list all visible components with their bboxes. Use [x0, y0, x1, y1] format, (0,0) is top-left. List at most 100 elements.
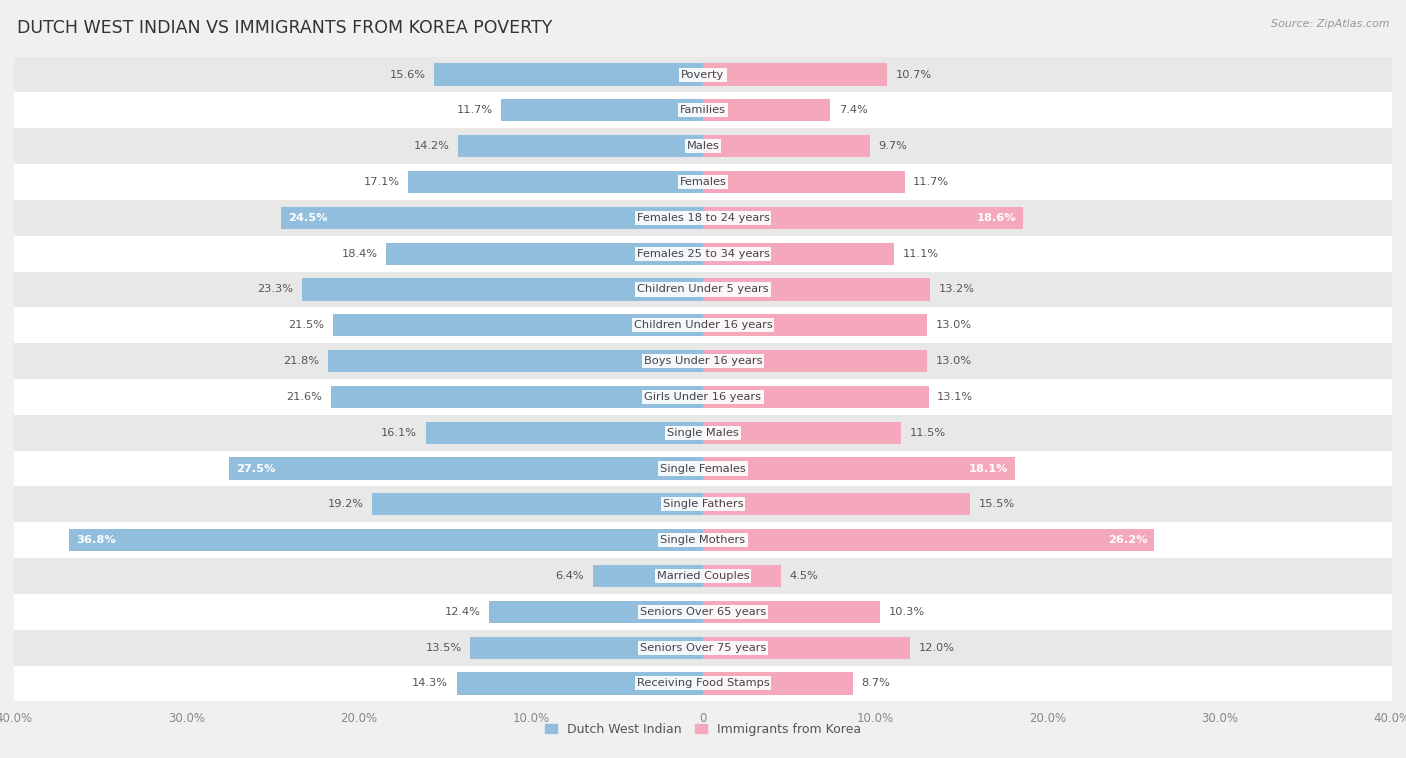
Text: 11.7%: 11.7% — [912, 177, 949, 187]
Text: 13.2%: 13.2% — [939, 284, 974, 294]
Text: 14.2%: 14.2% — [413, 141, 450, 151]
Bar — [281, 207, 703, 229]
Bar — [409, 171, 703, 193]
Text: 13.1%: 13.1% — [938, 392, 973, 402]
Text: 21.6%: 21.6% — [287, 392, 322, 402]
Bar — [502, 99, 703, 121]
Text: Females 18 to 24 years: Females 18 to 24 years — [637, 213, 769, 223]
Text: 17.1%: 17.1% — [364, 177, 399, 187]
Text: 19.2%: 19.2% — [328, 500, 364, 509]
Bar — [703, 278, 931, 301]
Bar — [703, 421, 901, 444]
Text: Source: ZipAtlas.com: Source: ZipAtlas.com — [1271, 19, 1389, 29]
Text: Seniors Over 75 years: Seniors Over 75 years — [640, 643, 766, 653]
Text: Single Females: Single Females — [661, 464, 745, 474]
Bar — [14, 558, 1392, 594]
Bar — [14, 92, 1392, 128]
Text: 8.7%: 8.7% — [862, 678, 890, 688]
Text: 4.5%: 4.5% — [789, 571, 818, 581]
Text: Poverty: Poverty — [682, 70, 724, 80]
Text: 13.5%: 13.5% — [426, 643, 461, 653]
Text: Males: Males — [686, 141, 720, 151]
Bar — [387, 243, 703, 265]
Text: Single Mothers: Single Mothers — [661, 535, 745, 545]
Bar — [69, 529, 703, 551]
Text: Females: Females — [679, 177, 727, 187]
Bar — [703, 637, 910, 659]
Text: Girls Under 16 years: Girls Under 16 years — [644, 392, 762, 402]
Text: 10.3%: 10.3% — [889, 607, 925, 617]
Text: 12.4%: 12.4% — [444, 607, 481, 617]
Bar — [14, 630, 1392, 666]
Text: 12.0%: 12.0% — [918, 643, 955, 653]
Bar — [14, 451, 1392, 487]
Text: 11.1%: 11.1% — [903, 249, 939, 258]
Text: 27.5%: 27.5% — [236, 464, 276, 474]
Bar — [426, 421, 703, 444]
Text: 11.7%: 11.7% — [457, 105, 494, 115]
Bar — [703, 207, 1024, 229]
Text: Boys Under 16 years: Boys Under 16 years — [644, 356, 762, 366]
Text: 18.1%: 18.1% — [969, 464, 1008, 474]
Bar — [703, 314, 927, 337]
Bar — [703, 386, 928, 408]
Text: 21.5%: 21.5% — [288, 321, 323, 330]
Bar — [14, 128, 1392, 164]
Bar — [703, 243, 894, 265]
Bar — [703, 99, 831, 121]
Bar — [14, 666, 1392, 701]
Text: Children Under 5 years: Children Under 5 years — [637, 284, 769, 294]
Bar — [703, 493, 970, 515]
Text: 24.5%: 24.5% — [288, 213, 328, 223]
Text: 36.8%: 36.8% — [76, 535, 115, 545]
Bar — [703, 565, 780, 587]
Text: 15.6%: 15.6% — [389, 70, 426, 80]
Text: 18.4%: 18.4% — [342, 249, 377, 258]
Legend: Dutch West Indian, Immigrants from Korea: Dutch West Indian, Immigrants from Korea — [540, 718, 866, 741]
Text: DUTCH WEST INDIAN VS IMMIGRANTS FROM KOREA POVERTY: DUTCH WEST INDIAN VS IMMIGRANTS FROM KOR… — [17, 19, 553, 37]
Text: Single Fathers: Single Fathers — [662, 500, 744, 509]
Bar — [14, 236, 1392, 271]
Text: 13.0%: 13.0% — [935, 321, 972, 330]
Text: 21.8%: 21.8% — [283, 356, 319, 366]
Bar — [330, 386, 703, 408]
Text: Married Couples: Married Couples — [657, 571, 749, 581]
Bar — [434, 64, 703, 86]
Bar — [14, 522, 1392, 558]
Bar — [14, 57, 1392, 92]
Bar — [593, 565, 703, 587]
Bar — [703, 350, 927, 372]
Bar — [373, 493, 703, 515]
Bar — [703, 64, 887, 86]
Text: 14.3%: 14.3% — [412, 678, 449, 688]
Text: 26.2%: 26.2% — [1108, 535, 1147, 545]
Text: Single Males: Single Males — [666, 428, 740, 437]
Bar — [14, 415, 1392, 451]
Text: 6.4%: 6.4% — [555, 571, 583, 581]
Text: Families: Families — [681, 105, 725, 115]
Text: Seniors Over 65 years: Seniors Over 65 years — [640, 607, 766, 617]
Bar — [328, 350, 703, 372]
Bar — [703, 457, 1015, 480]
Bar — [458, 135, 703, 158]
Bar — [703, 135, 870, 158]
Bar — [229, 457, 703, 480]
Bar — [14, 200, 1392, 236]
Bar — [14, 487, 1392, 522]
Bar — [14, 379, 1392, 415]
Text: 16.1%: 16.1% — [381, 428, 418, 437]
Bar — [703, 529, 1154, 551]
Text: 11.5%: 11.5% — [910, 428, 946, 437]
Text: 9.7%: 9.7% — [879, 141, 907, 151]
Bar — [14, 307, 1392, 343]
Bar — [14, 343, 1392, 379]
Text: Females 25 to 34 years: Females 25 to 34 years — [637, 249, 769, 258]
Bar — [703, 600, 880, 623]
Bar — [457, 672, 703, 694]
Text: 13.0%: 13.0% — [935, 356, 972, 366]
Text: Receiving Food Stamps: Receiving Food Stamps — [637, 678, 769, 688]
Bar — [302, 278, 703, 301]
Text: 18.6%: 18.6% — [977, 213, 1017, 223]
Bar — [14, 594, 1392, 630]
Bar — [703, 672, 853, 694]
